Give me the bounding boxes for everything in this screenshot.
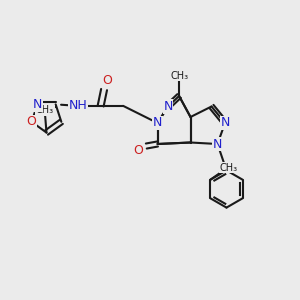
Text: N: N	[220, 116, 230, 130]
Text: CH₃: CH₃	[36, 105, 54, 116]
Text: NH: NH	[69, 99, 88, 112]
Text: CH₃: CH₃	[170, 71, 188, 81]
Text: O: O	[103, 74, 112, 87]
Text: N: N	[153, 116, 162, 130]
Text: N: N	[213, 137, 222, 151]
Text: N: N	[163, 100, 173, 113]
Text: CH₃: CH₃	[219, 163, 238, 173]
Text: N: N	[213, 137, 222, 151]
Text: NH: NH	[69, 99, 88, 112]
Text: O: O	[134, 144, 143, 157]
Text: N: N	[163, 100, 173, 113]
Text: O: O	[134, 144, 143, 157]
Text: O: O	[103, 74, 112, 87]
Text: N: N	[153, 116, 162, 130]
Text: O: O	[27, 115, 37, 128]
Text: N: N	[33, 98, 42, 111]
Text: N: N	[33, 98, 42, 111]
Text: O: O	[27, 115, 37, 128]
Text: N: N	[220, 116, 230, 130]
